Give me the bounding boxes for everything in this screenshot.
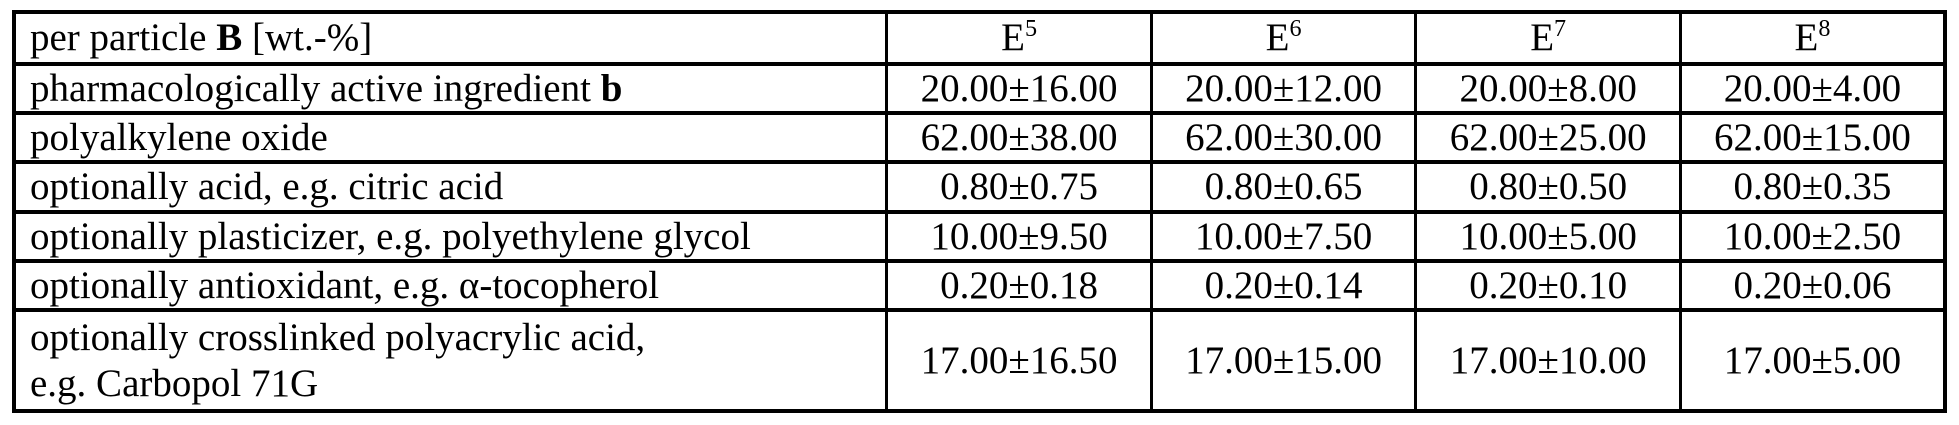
value-cell: 0.80±0.75: [885, 160, 1153, 214]
row-label: optionally plasticizer, e.g. polyethylen…: [30, 214, 751, 258]
value-cell: 62.00±25.00: [1414, 111, 1682, 165]
column-header-e8: E8: [1678, 10, 1947, 66]
value-cell: 0.20±0.10: [1414, 258, 1682, 313]
table-row: optionally acid, e.g. citric acid 0.80±0…: [12, 160, 1947, 214]
row-label-cell: pharmacologically active ingredient b: [12, 61, 889, 116]
column-header-superscript: 6: [1289, 15, 1302, 43]
header-label-suffix: [wt.-%]: [242, 16, 373, 60]
column-header-base: E: [1530, 16, 1555, 60]
value-cell: 20.00±8.00: [1414, 61, 1682, 116]
row-label-bold: b: [600, 67, 623, 110]
row-label: polyalkylene oxide: [30, 116, 328, 160]
column-header-superscript: 7: [1554, 15, 1567, 43]
header-label-cell: per particle B [wt.-%]: [12, 10, 889, 66]
value-cell: 20.00±12.00: [1149, 61, 1418, 116]
value-cell: 17.00±10.00: [1414, 308, 1682, 414]
value-cell: 62.00±30.00: [1149, 111, 1418, 165]
table-row: optionally plasticizer, e.g. polyethylen…: [12, 209, 1947, 263]
value-cell: 0.80±0.65: [1149, 160, 1418, 214]
value-cell: 0.20±0.06: [1678, 258, 1947, 313]
row-label: pharmacologically active ingredient: [30, 67, 601, 110]
row-label: optionally acid, e.g. citric acid: [30, 165, 504, 209]
value-cell: 62.00±15.00: [1678, 111, 1947, 165]
value-cell: 17.00±15.00: [1149, 308, 1418, 414]
value-cell: 0.80±0.50: [1414, 160, 1682, 214]
column-header-base: E: [1794, 16, 1819, 60]
row-label-line2: e.g. Carbopol 71G: [30, 361, 319, 405]
composition-table: per particle B [wt.-%] E5 E6 E7 E8 pharm…: [12, 10, 1947, 414]
table-row: optionally crosslinked polyacrylic acid,…: [12, 308, 1947, 414]
row-label-cell: optionally plasticizer, e.g. polyethylen…: [12, 209, 889, 263]
value-cell: 20.00±4.00: [1678, 61, 1947, 116]
row-label-cell: optionally crosslinked polyacrylic acid,…: [12, 308, 889, 414]
row-label-cell: optionally antioxidant, e.g. α-tocophero…: [12, 258, 889, 313]
header-label-bold: B: [216, 16, 243, 60]
column-header-superscript: 8: [1818, 15, 1831, 43]
column-header-base: E: [1265, 16, 1290, 60]
header-label-prefix: per particle: [30, 16, 217, 60]
value-cell: 10.00±9.50: [885, 209, 1153, 263]
row-label-cell: polyalkylene oxide: [12, 111, 889, 165]
value-cell: 0.80±0.35: [1678, 160, 1947, 214]
table-row: optionally antioxidant, e.g. α-tocophero…: [12, 258, 1947, 313]
value-cell: 17.00±16.50: [885, 308, 1153, 414]
value-cell: 62.00±38.00: [885, 111, 1153, 165]
column-header-superscript: 5: [1024, 15, 1038, 43]
row-label: optionally antioxidant, e.g. α-tocophero…: [30, 263, 660, 307]
value-cell: 20.00±16.00: [885, 61, 1153, 116]
row-label-cell: optionally acid, e.g. citric acid: [12, 160, 889, 214]
column-header-e6: E6: [1149, 10, 1418, 66]
table-header-row: per particle B [wt.-%] E5 E6 E7 E8: [12, 10, 1947, 66]
table-row: polyalkylene oxide 62.00±38.00 62.00±30.…: [12, 111, 1947, 165]
value-cell: 10.00±2.50: [1678, 209, 1947, 263]
value-cell: 0.20±0.14: [1149, 258, 1418, 313]
column-header-base: E: [1001, 16, 1025, 60]
value-cell: 10.00±7.50: [1149, 209, 1418, 263]
column-header-e5: E5: [885, 10, 1153, 66]
value-cell: 17.00±5.00: [1678, 308, 1947, 414]
column-header-e7: E7: [1414, 10, 1682, 66]
value-cell: 10.00±5.00: [1414, 209, 1682, 263]
row-label: optionally crosslinked polyacrylic acid,: [30, 316, 646, 360]
table-row: pharmacologically active ingredient b 20…: [12, 61, 1947, 116]
value-cell: 0.20±0.18: [885, 258, 1153, 313]
